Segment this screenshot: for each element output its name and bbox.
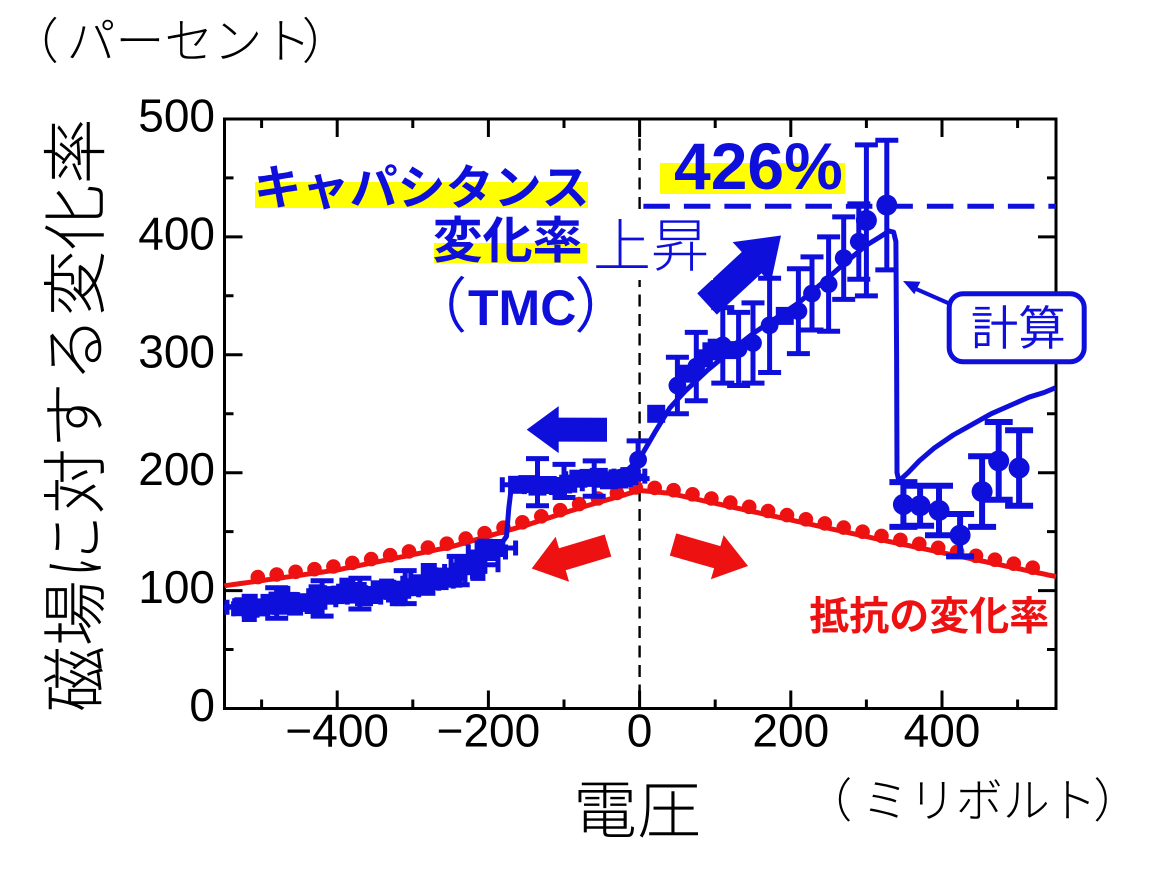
svg-text:426%: 426% [674, 129, 843, 203]
svg-text:0: 0 [627, 705, 653, 757]
svg-text:400: 400 [904, 705, 981, 757]
svg-text:−200: −200 [437, 705, 541, 757]
svg-text:100: 100 [138, 561, 215, 613]
svg-text:400: 400 [138, 207, 215, 259]
svg-text:500: 500 [138, 90, 215, 142]
svg-text:200: 200 [752, 705, 829, 757]
svg-text:TMC: TMC [468, 280, 576, 336]
svg-text:0: 0 [189, 679, 215, 731]
svg-text:300: 300 [138, 325, 215, 377]
svg-text:−400: −400 [285, 705, 389, 757]
svg-text:200: 200 [138, 443, 215, 495]
